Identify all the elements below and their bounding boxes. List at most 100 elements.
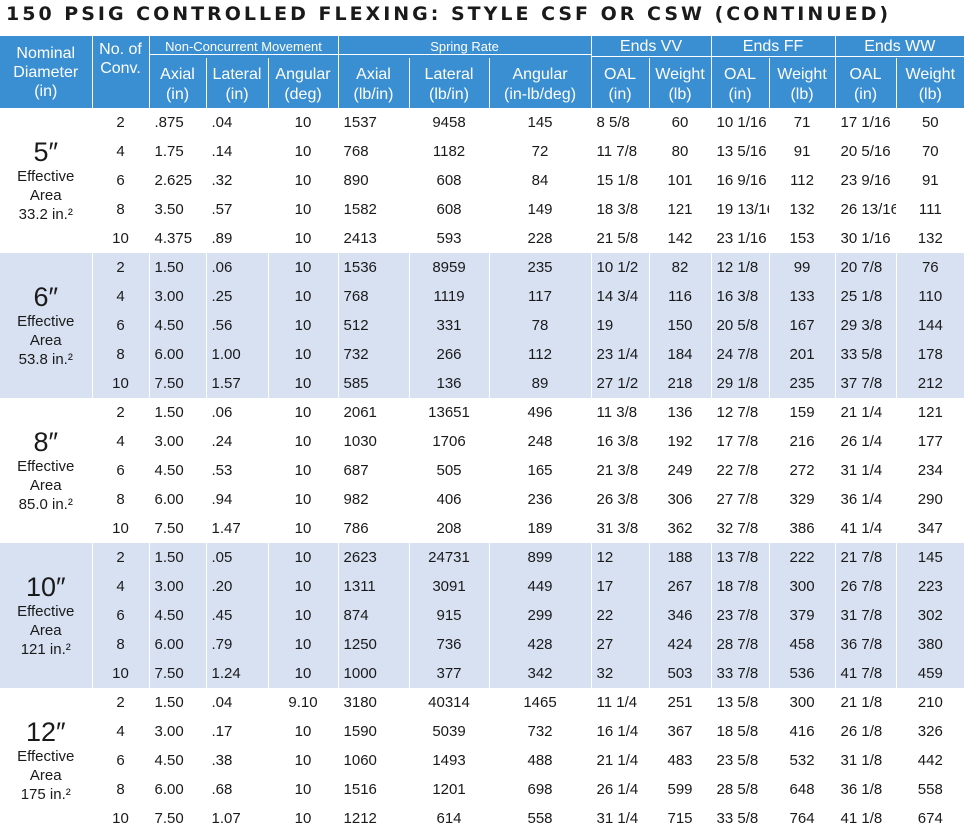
cell-ww-weight: 212 bbox=[896, 369, 964, 398]
cell-no-conv: 8 bbox=[92, 775, 150, 804]
cell-axial-in: 3.50 bbox=[149, 195, 207, 224]
diameter-area: 85.0 in.² bbox=[18, 496, 73, 513]
cell-ff-weight: 272 bbox=[769, 456, 836, 485]
diameter-label1: Effective bbox=[17, 458, 75, 475]
cell-spring-lateral: 3091 bbox=[409, 572, 490, 601]
cell-spring-lateral: 13651 bbox=[409, 398, 490, 427]
nominal-diameter-cell: 12″ Effective Area 175 in.² bbox=[0, 688, 93, 833]
cell-spring-lateral: 1706 bbox=[409, 427, 490, 456]
header-sub-row: Axial (in) Lateral (in) Angular (deg) Axial (lb… bbox=[0, 58, 964, 108]
header-group-ends-ff: Ends FF bbox=[711, 36, 836, 58]
cell-spring-lateral: 915 bbox=[409, 601, 490, 630]
nominal-diameter-cell: 10″ Effective Area 121 in.² bbox=[0, 543, 93, 688]
cell-no-conv: 10 bbox=[92, 369, 150, 398]
cell-lateral-in: .25 bbox=[206, 282, 269, 311]
cell-no-conv: 10 bbox=[92, 224, 150, 253]
table-row: 6 4.50.45 10 874 915 299 22 346 23 7/8 379 31 7/8 3… bbox=[0, 601, 964, 630]
cell-axial-in: 7.50 bbox=[149, 659, 207, 688]
cell-spring-axial: 2623 bbox=[338, 543, 410, 572]
cell-ff-weight: 91 bbox=[769, 137, 836, 166]
cell-vv-oal: 27 bbox=[591, 630, 650, 659]
cell-ff-weight: 300 bbox=[769, 688, 836, 717]
cell-spring-lateral: 505 bbox=[409, 456, 490, 485]
cell-ff-oal: 17 7/8 bbox=[711, 427, 770, 456]
cell-spring-angular: 342 bbox=[489, 659, 592, 688]
cell-spring-lateral: 266 bbox=[409, 340, 490, 369]
cell-spring-angular: 235 bbox=[489, 253, 592, 282]
cell-axial-in: 1.50 bbox=[149, 543, 207, 572]
cell-ww-oal: 31 1/4 bbox=[835, 456, 897, 485]
cell-axial-in: 6.00 bbox=[149, 485, 207, 514]
cell-spring-axial: 1516 bbox=[338, 775, 410, 804]
cell-ww-oal: 33 5/8 bbox=[835, 340, 897, 369]
cell-spring-angular: 248 bbox=[489, 427, 592, 456]
cell-angular-deg: 10 bbox=[268, 775, 339, 804]
cell-spring-axial: 512 bbox=[338, 311, 410, 340]
diameter-area: 53.8 in.² bbox=[18, 351, 73, 368]
cell-spring-angular: 165 bbox=[489, 456, 592, 485]
cell-ff-oal: 32 7/8 bbox=[711, 514, 770, 543]
cell-vv-weight: 150 bbox=[649, 311, 712, 340]
cell-vv-oal: 23 1/4 bbox=[591, 340, 650, 369]
cell-ww-oal: 41 7/8 bbox=[835, 659, 897, 688]
header-spring-angular: Angular (in-lb/deg) bbox=[489, 58, 592, 108]
cell-ff-oal: 23 5/8 bbox=[711, 746, 770, 775]
cell-spring-angular: 698 bbox=[489, 775, 592, 804]
diameter-area: 175 in.² bbox=[20, 786, 71, 803]
header-no-conv: No. of Conv. bbox=[92, 36, 150, 108]
cell-ww-weight: 178 bbox=[896, 340, 964, 369]
header-ww-weight: Weight (lb) bbox=[896, 58, 964, 108]
cell-axial-in: 3.00 bbox=[149, 427, 207, 456]
cell-spring-axial: 1311 bbox=[338, 572, 410, 601]
table-header: Nominal Diameter (in) No. of Conv. Non-C… bbox=[0, 36, 964, 108]
header-group-non-concurrent: Non-Concurrent Movement bbox=[149, 36, 339, 58]
cell-vv-oal: 17 bbox=[591, 572, 650, 601]
cell-axial-in: 4.375 bbox=[149, 224, 207, 253]
nominal-diameter-cell: 5″ Effective Area 33.2 in.² bbox=[0, 108, 93, 253]
header-ww-oal: OAL (in) bbox=[835, 58, 897, 108]
cell-ww-weight: 347 bbox=[917, 520, 943, 537]
cell-spring-axial: 1000 bbox=[338, 659, 410, 688]
table-row: 6 2.625.32 10 890 608 84 15 1/8 101 16 9/16 112 23… bbox=[0, 166, 964, 195]
cell-axial-in: 3.00 bbox=[149, 572, 207, 601]
cell-ff-oal: 33 7/8 bbox=[711, 659, 770, 688]
diameter-area: 121 in.² bbox=[20, 641, 71, 658]
table-row: 4 3.00.17 10 1590 5039 732 16 1/4 367 18 5/8 416 2… bbox=[0, 717, 964, 746]
cell-vv-oal: 19 bbox=[591, 311, 650, 340]
cell-ww-weight: 91 bbox=[921, 172, 939, 189]
header-vv-oal: OAL (in) bbox=[591, 58, 650, 108]
cell-vv-weight: 362 bbox=[649, 514, 712, 543]
cell-vv-oal: 31 1/4 bbox=[591, 804, 650, 833]
diameter-label2: Area bbox=[29, 767, 62, 784]
cell-spring-axial: 732 bbox=[338, 340, 410, 369]
cell-spring-angular: 117 bbox=[489, 282, 592, 311]
cell-lateral-in: .14 bbox=[206, 137, 269, 166]
cell-vv-weight: 306 bbox=[649, 485, 712, 514]
cell-lateral-in: 1.00 bbox=[206, 340, 269, 369]
cell-lateral-in: 1.24 bbox=[206, 659, 269, 688]
cell-spring-angular: 89 bbox=[489, 369, 592, 398]
cell-ff-weight: 300 bbox=[769, 572, 836, 601]
cell-ww-oal: 36 1/4 bbox=[835, 485, 897, 514]
cell-axial-in: 1.75 bbox=[149, 137, 207, 166]
cell-angular-deg: 10 bbox=[268, 659, 339, 688]
diameter-label1: Effective bbox=[17, 168, 75, 185]
cell-lateral-in: .45 bbox=[206, 601, 269, 630]
cell-ww-oal: 41 1/8 bbox=[835, 804, 897, 833]
cell-no-conv: 10 bbox=[92, 514, 150, 543]
cell-spring-lateral: 40314 bbox=[409, 688, 490, 717]
diameter-label1: Effective bbox=[17, 603, 75, 620]
cell-no-conv: 4 bbox=[92, 427, 150, 456]
cell-ff-weight: 159 bbox=[769, 398, 836, 427]
cell-axial-in: 1.50 bbox=[149, 253, 207, 282]
cell-spring-axial: 2061 bbox=[338, 398, 410, 427]
cell-ff-weight: 222 bbox=[769, 543, 836, 572]
cell-ww-oal: 25 1/8 bbox=[835, 282, 897, 311]
cell-spring-angular: 299 bbox=[489, 601, 592, 630]
cell-ff-weight: 764 bbox=[769, 804, 836, 833]
cell-ff-weight: 458 bbox=[769, 630, 836, 659]
cell-spring-angular: 78 bbox=[489, 311, 592, 340]
cell-axial-in: 7.50 bbox=[149, 369, 207, 398]
cell-vv-oal: 15 1/8 bbox=[591, 166, 650, 195]
diameter-size: 6″ bbox=[33, 282, 59, 312]
